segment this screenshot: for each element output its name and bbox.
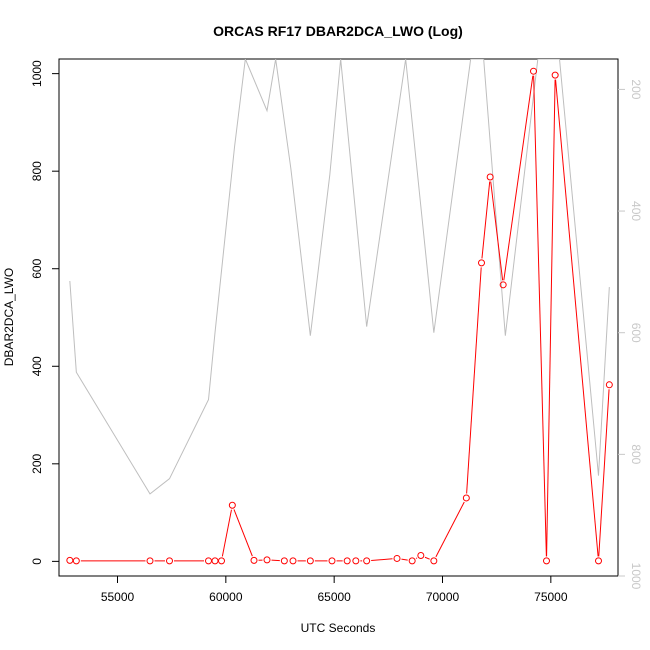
series-line-segment [546, 79, 556, 557]
data-point [530, 67, 537, 75]
x-tick-label: 70000 [426, 590, 460, 604]
series-line-segment [466, 267, 482, 494]
data-point [289, 557, 297, 565]
data-point [218, 557, 225, 565]
secondary-y-axis: 200 400 600 800 1000 [618, 79, 643, 590]
data-point [343, 557, 351, 565]
series-line-segment [221, 509, 232, 557]
data-point [146, 557, 154, 565]
data-point [352, 557, 360, 565]
y-tick-label: 800 [30, 161, 44, 181]
y-tick-label: 400 [30, 356, 44, 376]
series-line-segment [371, 558, 393, 562]
data-point [166, 557, 173, 565]
data-point [605, 381, 613, 389]
series-line-segment [503, 75, 534, 281]
y-axis: 0 200 400 600 800 1000 [30, 60, 59, 565]
data-point [478, 259, 485, 267]
data-point [417, 552, 425, 560]
series-line-secondary [69, 59, 610, 495]
series-line-segment [401, 558, 408, 561]
data-point [228, 501, 236, 509]
series-line-segment [598, 389, 610, 557]
data-point [486, 173, 494, 181]
data-point [363, 557, 371, 565]
y2-tick-label: 400 [629, 201, 643, 221]
series-line-segment [435, 501, 465, 558]
series-line-segment [533, 75, 547, 557]
data-point [595, 557, 602, 565]
series-layer [66, 59, 613, 565]
series-line-segment [490, 181, 504, 281]
data-point [263, 556, 271, 564]
series-line-segment [233, 509, 253, 557]
series-line-segment [415, 557, 418, 559]
x-axis-label: UTC Seconds [301, 621, 376, 635]
y2-tick-label: 800 [629, 444, 643, 464]
data-point [499, 281, 507, 289]
x-axis: 55000 60000 65000 70000 75000 [101, 576, 568, 604]
data-point [328, 557, 336, 565]
data-point [462, 494, 470, 502]
y2-tick-label: 200 [629, 79, 643, 99]
y-axis-label: DBAR2DCA_LWO [2, 268, 16, 366]
data-point [393, 554, 401, 562]
x-tick-label: 65000 [317, 590, 351, 604]
data-point [280, 557, 288, 565]
series-line-segment [555, 79, 599, 557]
y-tick-label: 1000 [30, 60, 44, 87]
data-point [408, 557, 416, 565]
chart-title: ORCAS RF17 DBAR2DCA_LWO (Log) [213, 23, 463, 39]
data-point [543, 557, 550, 565]
data-point [250, 556, 258, 564]
data-point [430, 557, 438, 565]
data-point [551, 71, 559, 79]
y-tick-label: 0 [30, 558, 44, 565]
x-tick-label: 60000 [209, 590, 243, 604]
x-tick-label: 55000 [101, 590, 135, 604]
series-line-segment [424, 556, 430, 560]
y2-tick-label: 1000 [629, 563, 643, 590]
y-tick-label: 600 [30, 258, 44, 278]
y-tick-label: 200 [30, 453, 44, 473]
data-point [72, 557, 80, 565]
x-tick-label: 75000 [534, 590, 568, 604]
plot-frame [58, 58, 619, 577]
data-point [306, 557, 314, 565]
series-line-segment [481, 181, 491, 259]
y2-tick-label: 600 [629, 323, 643, 343]
data-point [66, 556, 74, 564]
